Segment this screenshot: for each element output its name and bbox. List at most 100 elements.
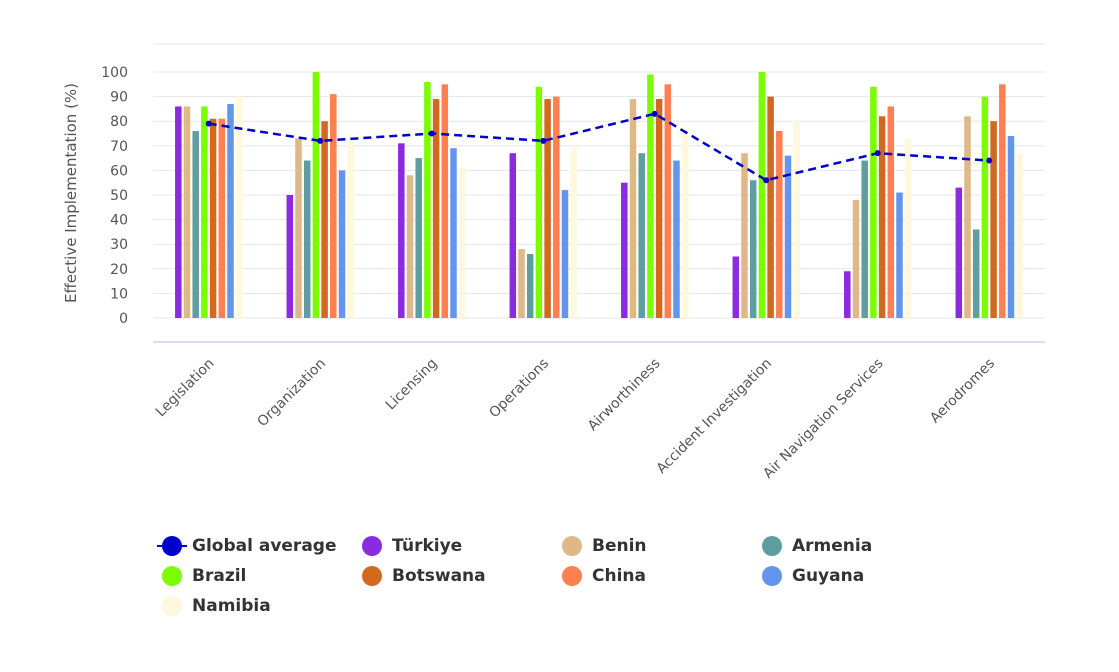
bar-guyana-7[interactable] — [1007, 135, 1015, 318]
category-label: Legislation — [153, 356, 218, 421]
legend-label: Botswana — [392, 566, 486, 586]
bar-botswana-3[interactable] — [544, 99, 551, 318]
global-average-point[interactable] — [428, 130, 435, 137]
legend-label: Guyana — [792, 566, 865, 586]
bar-benin-3[interactable] — [518, 249, 525, 318]
bar-guyana-6[interactable] — [896, 192, 903, 318]
y-tick-label: 40 — [110, 213, 128, 229]
bar-botswana-5[interactable] — [767, 96, 774, 318]
bar-namibia-7[interactable] — [1016, 153, 1023, 318]
global-average-point[interactable] — [651, 110, 658, 117]
bar-botswana-7[interactable] — [990, 121, 997, 318]
legend-item-armenia[interactable]: Armenia — [762, 534, 872, 558]
bar-türkiye-0[interactable] — [175, 106, 182, 318]
bar-china-1[interactable] — [330, 94, 337, 318]
y-tick-label: 80 — [110, 114, 128, 130]
bar-namibia-4[interactable] — [681, 131, 689, 318]
bar-botswana-4[interactable] — [655, 99, 663, 318]
bar-namibia-2[interactable] — [458, 167, 466, 318]
y-tick-label: 60 — [110, 163, 128, 179]
y-tick-label: 30 — [110, 237, 128, 253]
bar-benin-1[interactable] — [295, 138, 302, 318]
bar-namibia-1[interactable] — [347, 140, 354, 318]
bar-türkiye-7[interactable] — [955, 187, 963, 318]
bar-guyana-2[interactable] — [450, 148, 457, 318]
bar-brazil-5[interactable] — [758, 72, 766, 318]
y-tick-label: 50 — [110, 188, 128, 204]
legend-item-botswana[interactable]: Botswana — [362, 564, 486, 588]
bar-brazil-6[interactable] — [870, 86, 877, 318]
bar-benin-2[interactable] — [406, 175, 414, 318]
bar-benin-6[interactable] — [852, 199, 860, 318]
bar-benin-5[interactable] — [741, 153, 748, 318]
global-average-point[interactable] — [874, 150, 881, 157]
bar-brazil-7[interactable] — [981, 96, 989, 318]
y-tick-label: 70 — [110, 139, 128, 155]
bar-armenia-2[interactable] — [415, 158, 422, 318]
global-average-point[interactable] — [317, 137, 324, 144]
legend-label: Armenia — [792, 536, 873, 556]
bar-armenia-1[interactable] — [303, 160, 311, 318]
legend-marker-icon — [562, 566, 582, 586]
bars — [175, 72, 1023, 319]
bar-türkiye-4[interactable] — [621, 182, 628, 318]
bar-botswana-6[interactable] — [878, 116, 886, 318]
bar-türkiye-6[interactable] — [844, 271, 851, 318]
bar-armenia-3[interactable] — [526, 254, 534, 318]
bar-china-0[interactable] — [218, 118, 226, 319]
global-average-point[interactable] — [205, 120, 212, 127]
bar-guyana-3[interactable] — [561, 190, 569, 318]
bar-namibia-3[interactable] — [570, 148, 577, 318]
bar-namibia-5[interactable] — [793, 121, 800, 318]
bar-benin-4[interactable] — [629, 99, 637, 318]
bar-türkiye-5[interactable] — [732, 256, 740, 319]
legend-item-china[interactable]: China — [562, 564, 646, 588]
bar-türkiye-2[interactable] — [398, 143, 405, 318]
legend-item-guyana[interactable]: Guyana — [762, 564, 864, 588]
y-tick-label: 10 — [110, 286, 128, 302]
legend-item-türkiye[interactable]: Türkiye — [362, 534, 462, 558]
legend-item-brazil[interactable]: Brazil — [162, 564, 246, 588]
bar-benin-0[interactable] — [183, 106, 191, 318]
bar-armenia-7[interactable] — [972, 229, 980, 318]
category-label: Accident Investigation — [654, 356, 775, 477]
legend-item-namibia[interactable]: Namibia — [162, 594, 271, 618]
bar-guyana-0[interactable] — [227, 103, 234, 318]
bar-brazil-2[interactable] — [424, 81, 431, 318]
bar-benin-7[interactable] — [964, 116, 971, 318]
bar-armenia-4[interactable] — [638, 153, 645, 318]
global-average-point[interactable] — [540, 137, 547, 144]
legend-item-global-average[interactable]: Global average — [157, 534, 336, 558]
legend-marker-icon — [762, 536, 782, 556]
y-tick-label: 100 — [101, 65, 128, 81]
bar-brazil-3[interactable] — [535, 86, 543, 318]
bar-china-4[interactable] — [664, 84, 672, 318]
bar-botswana-1[interactable] — [321, 121, 328, 318]
category-label: Licensing — [383, 356, 441, 414]
bar-botswana-0[interactable] — [209, 118, 217, 319]
bar-china-5[interactable] — [776, 131, 783, 318]
global-average-point[interactable] — [763, 177, 770, 184]
bar-türkiye-1[interactable] — [286, 195, 294, 318]
bar-guyana-5[interactable] — [784, 155, 792, 318]
bar-botswana-2[interactable] — [432, 99, 440, 318]
bar-china-7[interactable] — [999, 84, 1006, 318]
bar-guyana-1[interactable] — [338, 170, 346, 318]
x-category-labels: Legislation Organization Licensing Operatio… — [153, 356, 998, 482]
legend-item-benin[interactable]: Benin — [562, 534, 647, 558]
bar-china-2[interactable] — [441, 84, 449, 318]
global-average-point[interactable] — [986, 157, 993, 164]
bar-armenia-6[interactable] — [861, 160, 868, 318]
bar-china-6[interactable] — [887, 106, 895, 318]
bar-brazil-4[interactable] — [647, 74, 654, 319]
legend-marker-icon — [762, 566, 782, 586]
bar-namibia-0[interactable] — [235, 96, 243, 318]
bar-guyana-4[interactable] — [673, 160, 680, 318]
bar-china-3[interactable] — [553, 96, 560, 318]
bar-brazil-0[interactable] — [201, 106, 208, 318]
bar-brazil-1[interactable] — [312, 72, 320, 318]
bar-armenia-0[interactable] — [192, 131, 199, 318]
bar-türkiye-3[interactable] — [509, 153, 517, 318]
bar-armenia-5[interactable] — [749, 180, 757, 318]
bar-namibia-6[interactable] — [904, 138, 912, 318]
